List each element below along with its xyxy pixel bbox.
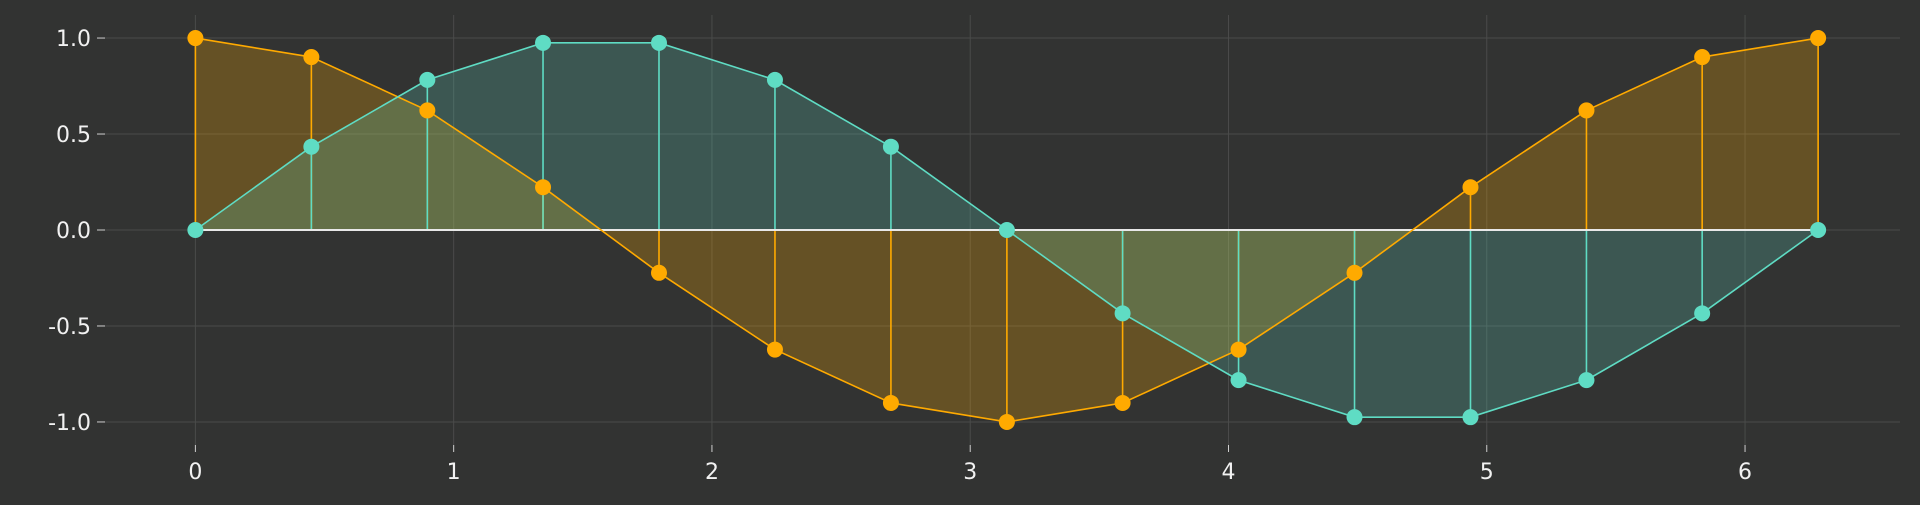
series-0-point-10 [1346, 264, 1363, 281]
series-0-point-7 [998, 413, 1015, 430]
series-1-point-10 [1346, 409, 1363, 426]
series-1-point-2 [419, 71, 436, 88]
point-layer [187, 30, 1827, 430]
y-tick-labels: 1.0 0.5 0.0 -0.5 -1.0 [48, 27, 105, 436]
series-1-point-4 [650, 34, 667, 51]
y-tick-label-3: -0.5 [48, 315, 91, 340]
x-tick-labels: 0 1 2 3 4 5 6 [188, 445, 1752, 485]
series-0-point-6 [882, 394, 899, 411]
series-0-point-3 [535, 179, 552, 196]
x-tick-label-4: 4 [1221, 460, 1235, 485]
series-0-point-14 [1810, 30, 1827, 47]
series-0-point-4 [650, 264, 667, 281]
series-0-point-9 [1230, 341, 1247, 358]
series-0-point-11 [1462, 179, 1479, 196]
y-tick-label-1: 0.5 [56, 123, 91, 148]
series-0-point-0 [187, 30, 204, 47]
series-1-point-14 [1810, 222, 1827, 238]
y-tick-label-4: -1.0 [48, 411, 91, 436]
y-tick-label-2: 0.0 [56, 219, 91, 244]
x-tick-label-0: 0 [188, 460, 202, 485]
stem-layer [194, 38, 1819, 422]
series-0-point-13 [1694, 49, 1711, 66]
series-0-point-8 [1114, 394, 1131, 411]
series-0-point-12 [1578, 102, 1595, 119]
series-1-point-11 [1462, 409, 1479, 426]
series-1-point-1 [303, 138, 320, 155]
series-1-point-6 [882, 138, 899, 155]
x-tick-label-1: 1 [447, 460, 461, 485]
y-tick-label-0: 1.0 [56, 27, 91, 52]
series-0-point-5 [766, 341, 783, 358]
series-0-point-1 [303, 49, 320, 66]
series-1-point-13 [1694, 305, 1711, 322]
series-1-point-0 [187, 222, 204, 238]
x-tick-label-6: 6 [1738, 460, 1752, 485]
series-1-area [195, 42, 1819, 418]
series-1-point-5 [766, 71, 783, 88]
x-tick-label-5: 5 [1480, 460, 1494, 485]
x-tick-label-3: 3 [963, 460, 977, 485]
series-1-point-12 [1578, 372, 1595, 389]
series-1-point-3 [535, 34, 552, 51]
x-tick-label-2: 2 [705, 460, 719, 485]
series-1-point-8 [1114, 305, 1131, 322]
series-1-point-9 [1230, 372, 1247, 389]
series-0-point-2 [419, 102, 436, 119]
series-1-point-7 [998, 222, 1015, 238]
